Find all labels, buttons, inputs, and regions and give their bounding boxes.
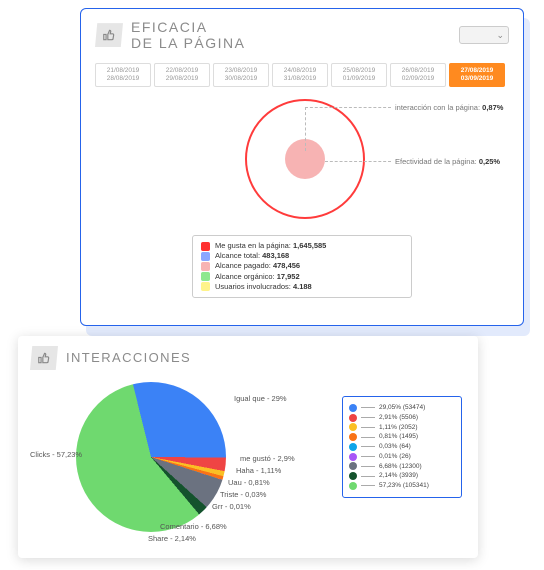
pie-label-clicks: Clicks - 57,23% (30, 450, 82, 459)
legend-row: 1,11% (2052) (349, 423, 455, 433)
pie-label-share: Share - 2,14% (148, 534, 196, 543)
legend-row: 0,81% (1495) (349, 432, 455, 442)
legend-dot-icon (349, 482, 357, 490)
date-cell[interactable]: 24/08/201931/08/2019 (272, 63, 328, 87)
date-cell[interactable]: 27/08/201903/09/2019 (449, 63, 505, 87)
card-header: EFICACIA DE LA PÁGINA ⌄ (95, 19, 509, 51)
date-cell[interactable]: 26/08/201902/09/2019 (390, 63, 446, 87)
title-line2: DE LA PÁGINA (131, 35, 245, 51)
leader-line (305, 107, 306, 151)
title: INTERACCIONES (66, 351, 191, 366)
legend-dot-icon (349, 414, 357, 422)
legend-row: 0,01% (26) (349, 452, 455, 462)
callout-effectiveness: Efectividad de la página: 0,25% (395, 157, 500, 166)
callout-value: 0,25% (479, 157, 500, 166)
date-cell[interactable]: 21/08/201928/08/2019 (95, 63, 151, 87)
pie-label-igual: Igual que - 29% (234, 394, 287, 403)
pie-chart (76, 382, 226, 532)
legend-row: 2,14% (3939) (349, 471, 455, 481)
card-header: INTERACCIONES (30, 346, 466, 370)
legend-dot-icon (349, 462, 357, 470)
legend-row: Alcance orgánico: 17,952 (201, 272, 403, 282)
callout-interaction: interacción con la página: 0,87% (395, 103, 503, 112)
legend-dot-icon (349, 472, 357, 480)
interacciones-card: INTERACCIONES Clicks - 57,23% Igual que … (18, 336, 478, 558)
date-cell[interactable]: 23/08/201930/08/2019 (213, 63, 269, 87)
legend-dot-icon (349, 423, 357, 431)
date-cell[interactable]: 22/08/201929/08/2019 (154, 63, 210, 87)
pie-chart-area: Clicks - 57,23% Igual que - 29% me gustó… (30, 376, 466, 546)
legend-row: 6,68% (12300) (349, 462, 455, 472)
pie-label-megusto: me gustó - 2,9% (240, 454, 295, 463)
pie-label-triste: Triste - 0,03% (220, 490, 266, 499)
legend-row: Usuarios involucrados: 4.188 (201, 282, 403, 292)
pie-label-haha: Haha - 1,11% (236, 466, 281, 475)
callout-label: interacción con la página: (395, 103, 480, 112)
pie-label-uau: Uau - 0,81% (228, 478, 270, 487)
card-title: INTERACCIONES (66, 351, 191, 366)
legend-row: 29,05% (53474) (349, 403, 455, 413)
legend-row: Alcance pagado: 478,456 (201, 261, 403, 271)
eficacia-card: EFICACIA DE LA PÁGINA ⌄ 21/08/201928/08/… (80, 8, 524, 326)
legend-row: 2,91% (5506) (349, 413, 455, 423)
legend-dot-icon (349, 453, 357, 461)
swatch-icon (201, 262, 210, 271)
swatch-icon (201, 252, 210, 261)
callout-label: Efectividad de la página: (395, 157, 477, 166)
circle-chart: interacción con la página: 0,87% Efectiv… (95, 93, 509, 233)
swatch-icon (201, 272, 210, 281)
pie-legend: 29,05% (53474)2,91% (5506)1,11% (2052)0,… (342, 396, 462, 498)
legend-dot-icon (349, 433, 357, 441)
legend-dot-icon (349, 404, 357, 412)
swatch-icon (201, 282, 210, 291)
card-title: EFICACIA DE LA PÁGINA (131, 19, 245, 51)
legend-row: 57,23% (105341) (349, 481, 455, 491)
callout-value: 0,87% (482, 103, 503, 112)
leader-line (305, 107, 391, 108)
title-line1: EFICACIA (131, 19, 245, 35)
legend-row: 0,03% (64) (349, 442, 455, 452)
period-dropdown[interactable]: ⌄ (459, 26, 509, 44)
swatch-icon (201, 242, 210, 251)
legend-row: Me gusta en la página: 1,645,585 (201, 241, 403, 251)
legend-dot-icon (349, 443, 357, 451)
pie-label-comentario: Comentario - 6,68% (160, 522, 227, 531)
legend-row: Alcance total: 483,168 (201, 251, 403, 261)
thumbs-up-icon (30, 346, 58, 370)
date-selector: 21/08/201928/08/201922/08/201929/08/2019… (95, 63, 509, 87)
legend-box: Me gusta en la página: 1,645,585Alcance … (192, 235, 412, 298)
leader-line (325, 161, 391, 162)
thumbs-up-icon (95, 23, 123, 47)
pie-label-grr: Grr - 0,01% (212, 502, 251, 511)
date-cell[interactable]: 25/08/201901/09/2019 (331, 63, 387, 87)
